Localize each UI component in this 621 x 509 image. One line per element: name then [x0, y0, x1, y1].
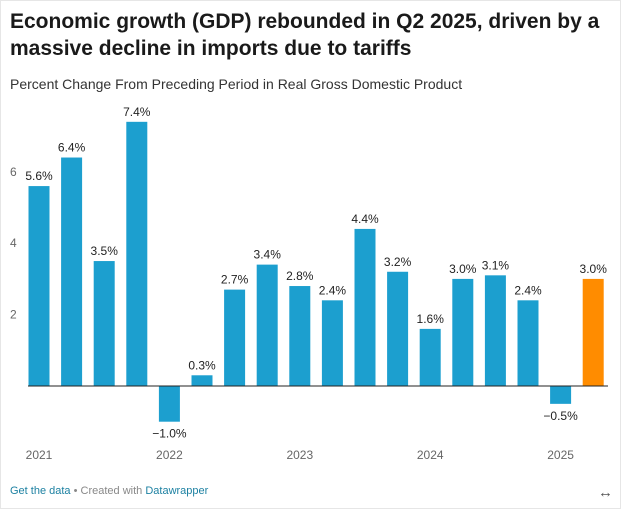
data-label: −0.5%: [543, 409, 578, 423]
data-label: 2.4%: [514, 283, 542, 297]
bar: [582, 278, 604, 386]
bar: [452, 278, 474, 386]
expand-icon[interactable]: ↔: [598, 484, 613, 501]
data-label: 0.3%: [188, 358, 216, 372]
y-tick-label: 6: [10, 165, 17, 179]
x-year-label: 2025: [547, 448, 574, 462]
x-year-label: 2024: [417, 448, 444, 462]
data-label: 3.0%: [449, 262, 477, 276]
data-label: 3.1%: [482, 258, 510, 272]
bar: [158, 386, 180, 422]
data-label: 2.4%: [319, 283, 347, 297]
bar: [550, 386, 572, 404]
footer-separator: • Created with: [70, 485, 146, 497]
data-label: 7.4%: [123, 105, 151, 119]
chart-title: Economic growth (GDP) rebounded in Q2 20…: [10, 10, 600, 60]
bar: [484, 275, 506, 386]
data-label: 2.8%: [286, 269, 314, 283]
bar: [387, 271, 409, 386]
data-label: 5.6%: [25, 169, 53, 183]
y-tick-label: 4: [10, 236, 17, 250]
bar: [61, 157, 83, 386]
bar: [517, 300, 539, 386]
bar: [28, 186, 50, 386]
footer: Get the data • Created with Datawrapper: [10, 485, 208, 497]
x-year-label: 2021: [26, 448, 53, 462]
get-the-data-link[interactable]: Get the data: [10, 485, 71, 497]
datawrapper-link[interactable]: Datawrapper: [145, 485, 209, 497]
data-label: 1.6%: [417, 312, 445, 326]
data-label: 3.5%: [91, 244, 119, 258]
gdp-bar-chart: 2 4 6 5.6% 6.4% 3.5% 7.4% −1.0% 0.3% 2.7% 3.4% 2.8%…: [10, 105, 608, 462]
bar: [93, 261, 115, 386]
bar: [354, 228, 376, 386]
bar: [126, 121, 148, 386]
data-label: 3.0%: [580, 262, 608, 276]
x-year-label: 2023: [286, 448, 313, 462]
y-tick-label: 2: [10, 308, 17, 322]
bar: [224, 289, 246, 386]
chart-subtitle: Percent Change From Preceding Period in …: [10, 76, 463, 92]
data-label: 4.4%: [351, 212, 379, 226]
bar: [419, 328, 441, 386]
data-label: 3.4%: [254, 248, 282, 262]
bar: [256, 264, 278, 386]
bar: [321, 300, 343, 386]
data-label: −1.0%: [152, 427, 187, 441]
data-label: 2.7%: [221, 273, 249, 287]
x-year-label: 2022: [156, 448, 183, 462]
data-label: 6.4%: [58, 141, 86, 155]
bar: [289, 286, 311, 386]
data-label: 3.2%: [384, 255, 412, 269]
bar: [191, 375, 213, 386]
